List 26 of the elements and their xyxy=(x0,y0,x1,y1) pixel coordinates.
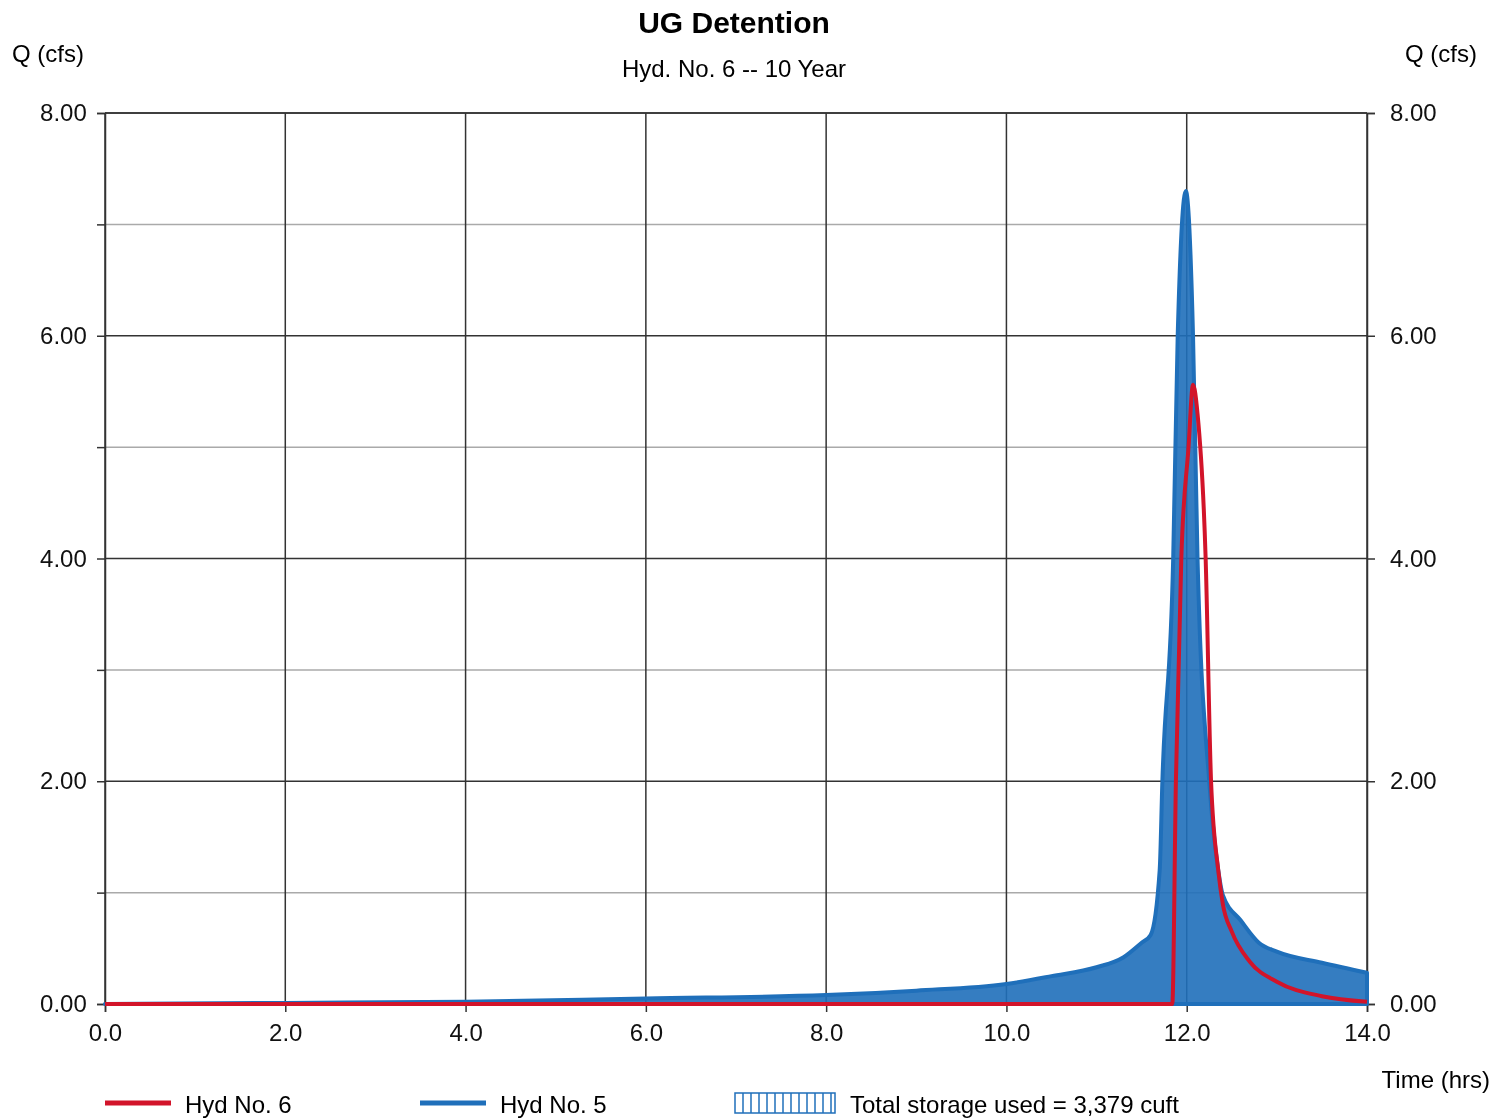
y-tick-label: 2.00 xyxy=(40,767,87,795)
x-tick-label: 10.0 xyxy=(983,1019,1031,1047)
y-tick-label: 6.00 xyxy=(40,321,87,349)
y-tick-label: 8.00 xyxy=(40,99,87,127)
chart-title: UG Detention xyxy=(638,6,830,39)
y2-axis-title: Q (cfs) xyxy=(1405,40,1477,67)
y2-tick-label: 6.00 xyxy=(1390,321,1437,349)
y2-tick-label: 8.00 xyxy=(1390,99,1437,127)
y2-tick-label: 2.00 xyxy=(1390,767,1437,795)
x-axis-title: Time (hrs) xyxy=(1381,1066,1490,1093)
x-tick-label: 6.0 xyxy=(629,1019,664,1047)
y-tick-label: 0.00 xyxy=(40,990,87,1018)
y2-tick-label: 0.00 xyxy=(1390,990,1437,1018)
x-tick-label: 4.0 xyxy=(449,1019,483,1047)
y2-tick-label: 4.00 xyxy=(1390,544,1437,572)
chart-subtitle: Hyd. No. 6 -- 10 Year xyxy=(621,55,847,82)
x-tick-label: 0.0 xyxy=(88,1019,123,1047)
x-tick-label: 14.0 xyxy=(1344,1019,1391,1047)
x-tick-label: 12.0 xyxy=(1163,1019,1211,1047)
legend-label: Hyd No. 5 xyxy=(500,1091,607,1118)
legend-label: Hyd No. 6 xyxy=(185,1091,292,1118)
y-axis-title: Q (cfs) xyxy=(12,40,84,67)
x-tick-label: 2.0 xyxy=(269,1019,303,1047)
x-tick-label: 8.0 xyxy=(809,1019,844,1047)
text: Total storage used = 3,379 cuft xyxy=(850,1091,1180,1118)
y-tick-label: 4.00 xyxy=(40,544,87,572)
